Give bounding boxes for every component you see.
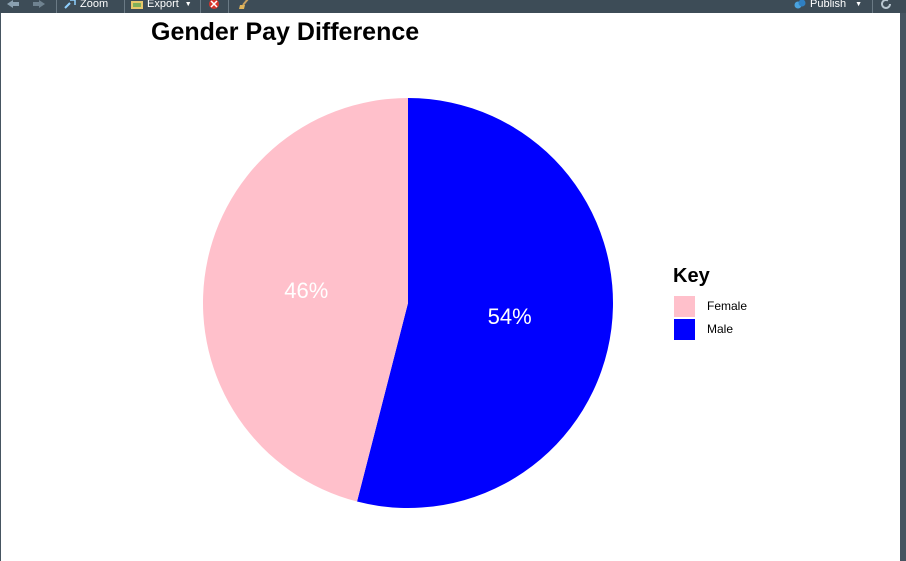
remove-plot-icon [209, 0, 219, 9]
window-edge [900, 13, 906, 561]
legend-label: Female [707, 299, 748, 313]
zoom-button[interactable]: Zoom [64, 0, 108, 12]
legend-title: Key [673, 265, 710, 287]
forward-arrow-icon[interactable] [32, 0, 46, 12]
slice-label-male: 54% [488, 304, 532, 329]
export-button[interactable]: Export ▼ [131, 0, 192, 12]
chevron-down-icon: ▼ [184, 0, 192, 8]
legend-swatch [674, 318, 695, 340]
chevron-down-icon: ▼ [855, 0, 863, 8]
slice-label-female: 46% [284, 278, 328, 303]
back-arrow-icon[interactable] [6, 0, 20, 12]
publish-label: Publish [810, 0, 847, 10]
remove-plot-button[interactable] [208, 0, 224, 12]
export-image-icon [131, 1, 143, 9]
legend-item-female: Female [674, 295, 747, 317]
publish-icon [794, 0, 806, 9]
pie-slice-female [202, 98, 408, 502]
broom-icon [239, 0, 249, 9]
plot-area: Gender Pay Difference 54% 46% Key Female M… [1, 13, 900, 561]
legend-item-male: Male [674, 318, 733, 340]
publish-button[interactable]: Publish ▼ [794, 0, 862, 12]
chart-title: Gender Pay Difference [151, 18, 420, 46]
export-label: Export [147, 0, 179, 10]
zoom-icon [64, 0, 76, 9]
legend-swatch [674, 295, 695, 317]
pie-chart: 54% 46% [202, 98, 613, 508]
refresh-icon [881, 0, 891, 9]
refresh-button[interactable] [880, 0, 892, 12]
pie-slice-male [357, 98, 613, 508]
plot-toolbar: Zoom Export ▼ Publish ▼ [0, 0, 906, 13]
legend-label: Male [707, 322, 734, 336]
zoom-label: Zoom [80, 0, 109, 10]
clear-plots-button[interactable] [238, 0, 254, 12]
